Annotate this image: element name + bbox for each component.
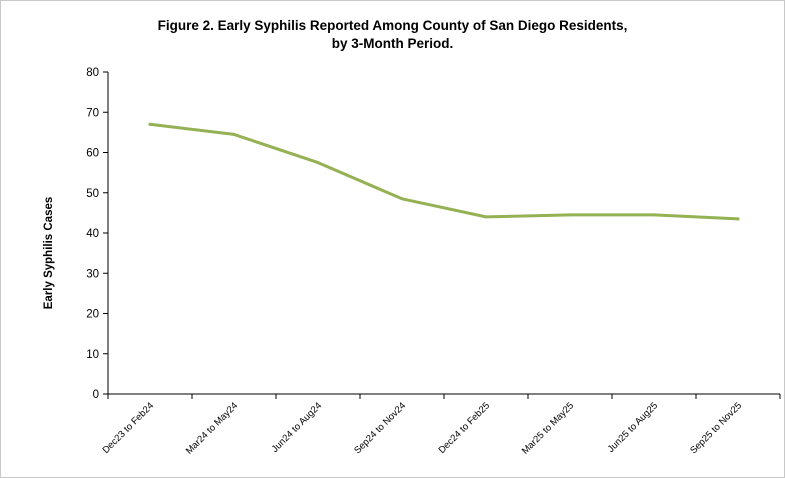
x-tick-label: Jun24 to Aug24 [270, 400, 324, 454]
chart-title: Figure 2. Early Syphilis Reported Among … [0, 17, 785, 53]
y-tick-label: 80 [86, 67, 99, 79]
data-point [148, 122, 152, 126]
data-point [316, 161, 320, 165]
x-tick-label: Sep24 to Nov24 [352, 400, 408, 456]
series-line [148, 122, 740, 221]
data-point [736, 217, 740, 221]
y-tick-label: 60 [86, 148, 99, 160]
data-point [484, 215, 488, 219]
y-tick-label: 40 [86, 228, 99, 240]
series-lines [148, 122, 740, 221]
x-tick-label: Jun25 to Aug25 [606, 400, 660, 454]
y-tick-label: 20 [86, 309, 99, 321]
chart-title-line-2: by 3-Month Period. [331, 36, 454, 51]
data-point [232, 132, 236, 136]
x-tick-label: Dec24 to Feb25 [437, 400, 493, 456]
x-tick-label: Dec23 to Feb24 [101, 400, 157, 456]
chart-title-line-1: Figure 2. Early Syphilis Reported Among … [157, 18, 628, 33]
y-tick-label: 30 [86, 268, 99, 280]
x-tick-label: Mar24 to May24 [184, 400, 240, 456]
y-tick-label: 50 [86, 188, 99, 200]
x-tick-label: Sep25 to Nov25 [688, 400, 744, 456]
data-point [568, 213, 572, 217]
y-axis: 0 10 20 30 40 50 60 70 80 [86, 67, 109, 401]
y-tick-label: 10 [86, 349, 99, 361]
x-tick-label: Mar25 to May25 [520, 400, 576, 456]
data-point [400, 197, 404, 201]
y-axis-label: Early Syphilis Cases [43, 197, 55, 310]
x-axis: Dec23 to Feb24 Mar24 to May24 Jun24 to Aug… [101, 393, 781, 457]
y-tick-label: 70 [86, 107, 99, 119]
y-tick-label: 0 [93, 389, 99, 401]
data-point [652, 213, 656, 217]
